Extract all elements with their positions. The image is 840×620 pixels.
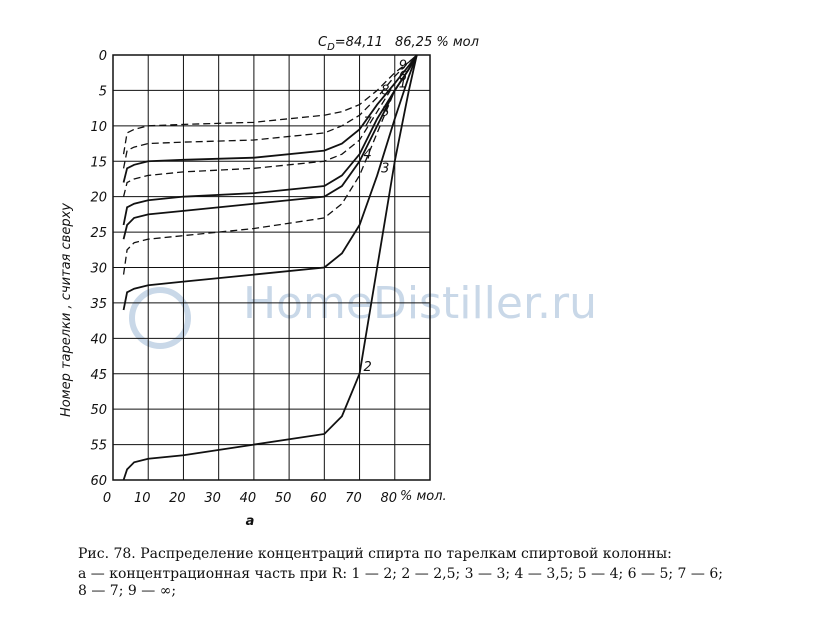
legend-label: 4 xyxy=(364,147,372,162)
y-axis-label: Номер тарелки , считая сверху xyxy=(59,203,74,417)
x-tick-label: 20 xyxy=(169,491,186,506)
x-unit: % мол. xyxy=(400,489,447,504)
legend-label: 6 xyxy=(399,69,407,84)
x-tick-label: 80 xyxy=(381,491,398,506)
sub-label: а xyxy=(246,514,255,529)
legend-label: 7 xyxy=(364,115,373,130)
y-tick-label: 25 xyxy=(90,226,107,241)
x-tick-label: 40 xyxy=(240,491,257,506)
legend-label: 5 xyxy=(381,105,389,120)
legend-label: 2 xyxy=(364,360,372,375)
y-tick-label: 60 xyxy=(90,474,107,489)
legend-label: 8 xyxy=(381,84,389,99)
series-line xyxy=(122,54,418,311)
series-line xyxy=(122,54,418,183)
y-tick-label: 15 xyxy=(90,155,107,170)
cd-main: C xyxy=(318,35,328,50)
legend-label: 3 xyxy=(381,161,389,176)
series-line xyxy=(122,54,418,226)
y-tick-label: 10 xyxy=(90,120,107,135)
watermark: HomeDistiller.ru xyxy=(243,278,597,329)
y-tick-label: 40 xyxy=(90,332,107,347)
y-tick-label: 0 xyxy=(99,49,107,64)
y-tick-label: 20 xyxy=(90,191,107,206)
y-tick-label: 50 xyxy=(90,403,107,418)
y-tick-label: 45 xyxy=(90,368,107,383)
caption-line: а — концентрационная часть при R: 1 — 2;… xyxy=(78,566,723,582)
y-tick-label: 30 xyxy=(90,262,107,277)
top-label: 86,25 % мол xyxy=(395,35,479,50)
y-tick-label: 35 xyxy=(90,297,107,312)
x-tick-label: 10 xyxy=(134,491,151,506)
y-tick-label: 5 xyxy=(99,84,107,99)
x-tick-label: 60 xyxy=(310,491,327,506)
x-tick-label: 50 xyxy=(275,491,292,506)
cd-label: CD=84,11 xyxy=(318,35,383,53)
y-tick-label: 55 xyxy=(90,439,107,454)
legend-label: 1 xyxy=(399,76,407,91)
legend-label: 9 xyxy=(399,59,407,74)
x-tick-label: 70 xyxy=(345,491,362,506)
watermark-icon xyxy=(129,287,191,349)
x-tick-label: 0 xyxy=(103,491,111,506)
x-tick-label: 30 xyxy=(204,491,221,506)
cd-value: =84,11 xyxy=(335,35,383,50)
series-line xyxy=(122,54,418,169)
caption-line: Рис. 78. Распределение концентраций спир… xyxy=(78,546,672,562)
series-line xyxy=(122,54,418,155)
caption-line: 8 — 7; 9 — ∞; xyxy=(78,583,176,599)
cd-sub: D xyxy=(327,42,335,53)
series-line xyxy=(122,54,418,481)
